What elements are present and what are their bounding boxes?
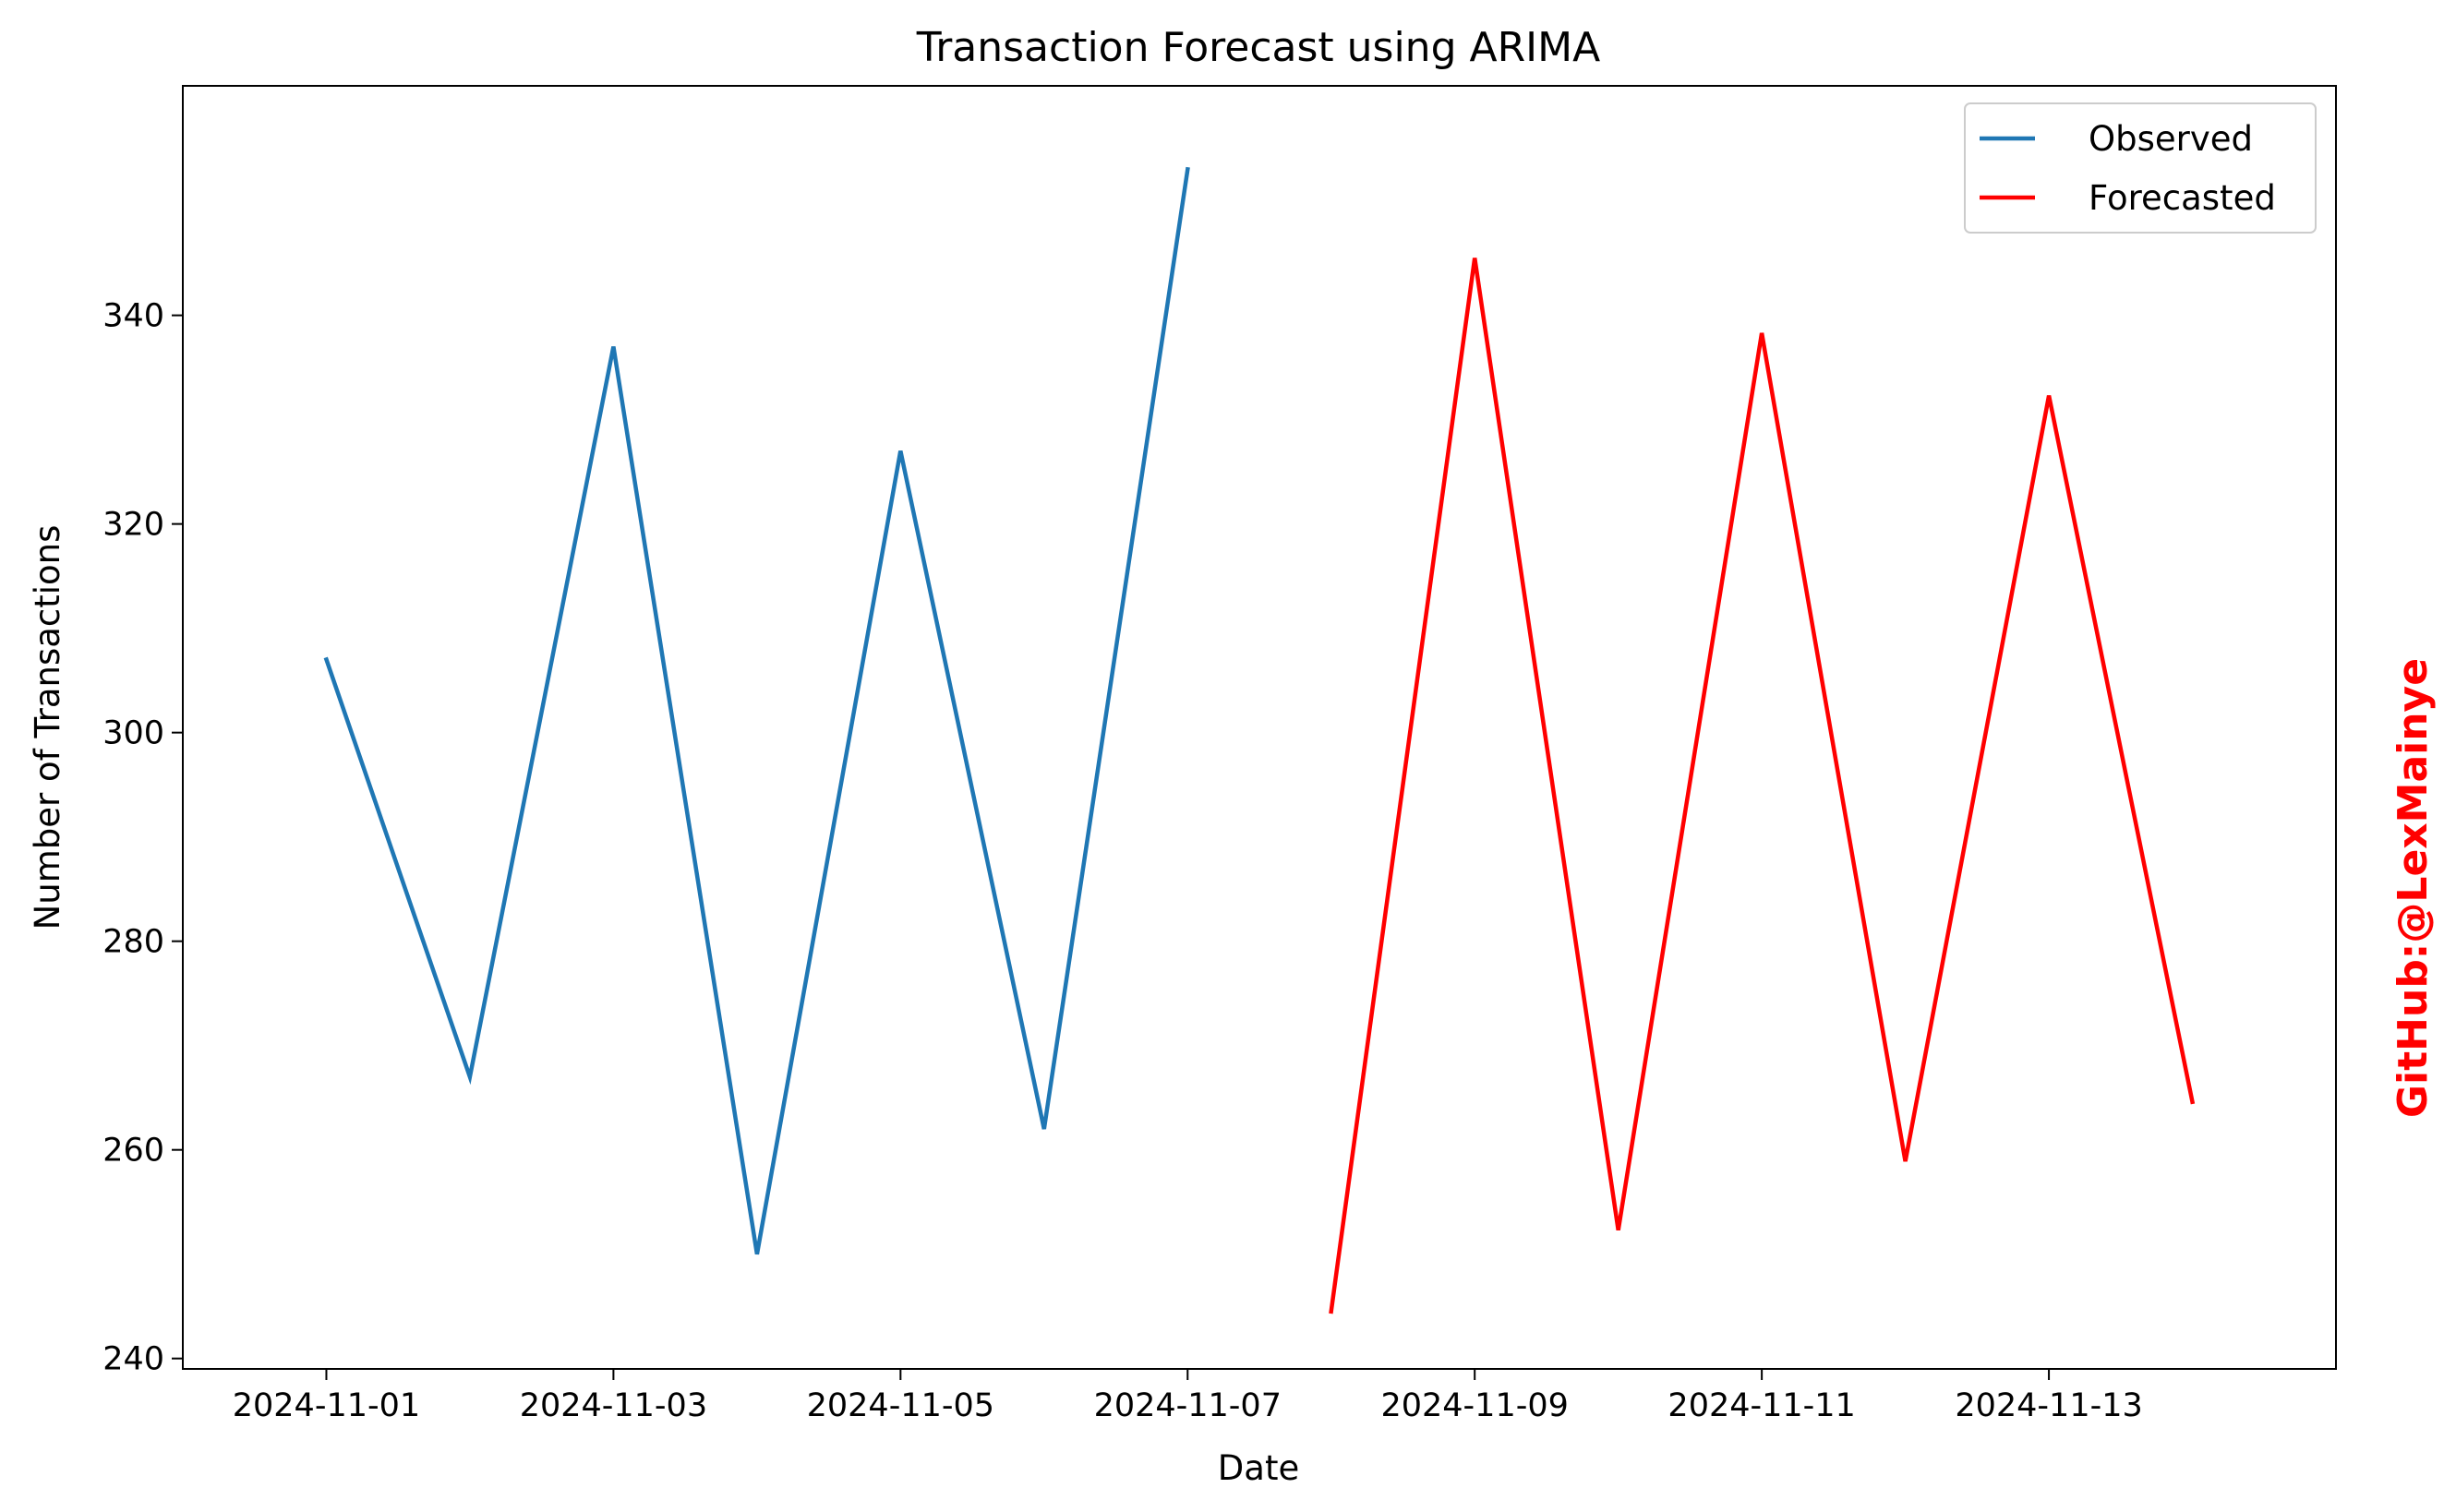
chart-title: Transaction Forecast using ARIMA	[916, 24, 1600, 71]
series-lines	[323, 166, 2196, 1314]
series-line-observed	[323, 166, 1190, 1255]
y-axis-label: Number of Transactions	[28, 525, 67, 930]
x-axis-label: Date	[1218, 1448, 1299, 1488]
x-tick-label: 2024-11-03	[520, 1387, 707, 1424]
watermark: GitHub:@LexMainye	[2390, 658, 2437, 1118]
y-tick-label: 320	[102, 507, 164, 544]
x-tick-label: 2024-11-13	[1955, 1387, 2142, 1424]
y-axis: 240 260 280 300 320 340	[102, 298, 183, 1378]
legend-box	[1964, 102, 2317, 234]
legend-label-observed: Observed	[2089, 119, 2253, 159]
y-tick-label: 280	[102, 924, 164, 961]
y-tick-label: 240	[102, 1341, 164, 1378]
y-tick-label: 340	[102, 298, 164, 335]
x-axis: 2024-11-01 2024-11-03 2024-11-05 2024-11-07…	[233, 1369, 2143, 1424]
y-tick-label: 260	[102, 1133, 164, 1170]
legend-label-forecasted: Forecasted	[2089, 178, 2276, 218]
x-tick-label: 2024-11-05	[807, 1387, 994, 1424]
x-tick-label: 2024-11-11	[1667, 1387, 1855, 1424]
legend: Observed Forecasted	[1964, 102, 2317, 234]
x-tick-label: 2024-11-09	[1380, 1387, 1568, 1424]
series-line-forecasted	[1329, 258, 2196, 1314]
plot-area	[182, 85, 2337, 1370]
x-tick-label: 2024-11-01	[233, 1387, 420, 1424]
y-tick-label: 300	[102, 715, 164, 752]
x-tick-label: 2024-11-07	[1094, 1387, 1282, 1424]
